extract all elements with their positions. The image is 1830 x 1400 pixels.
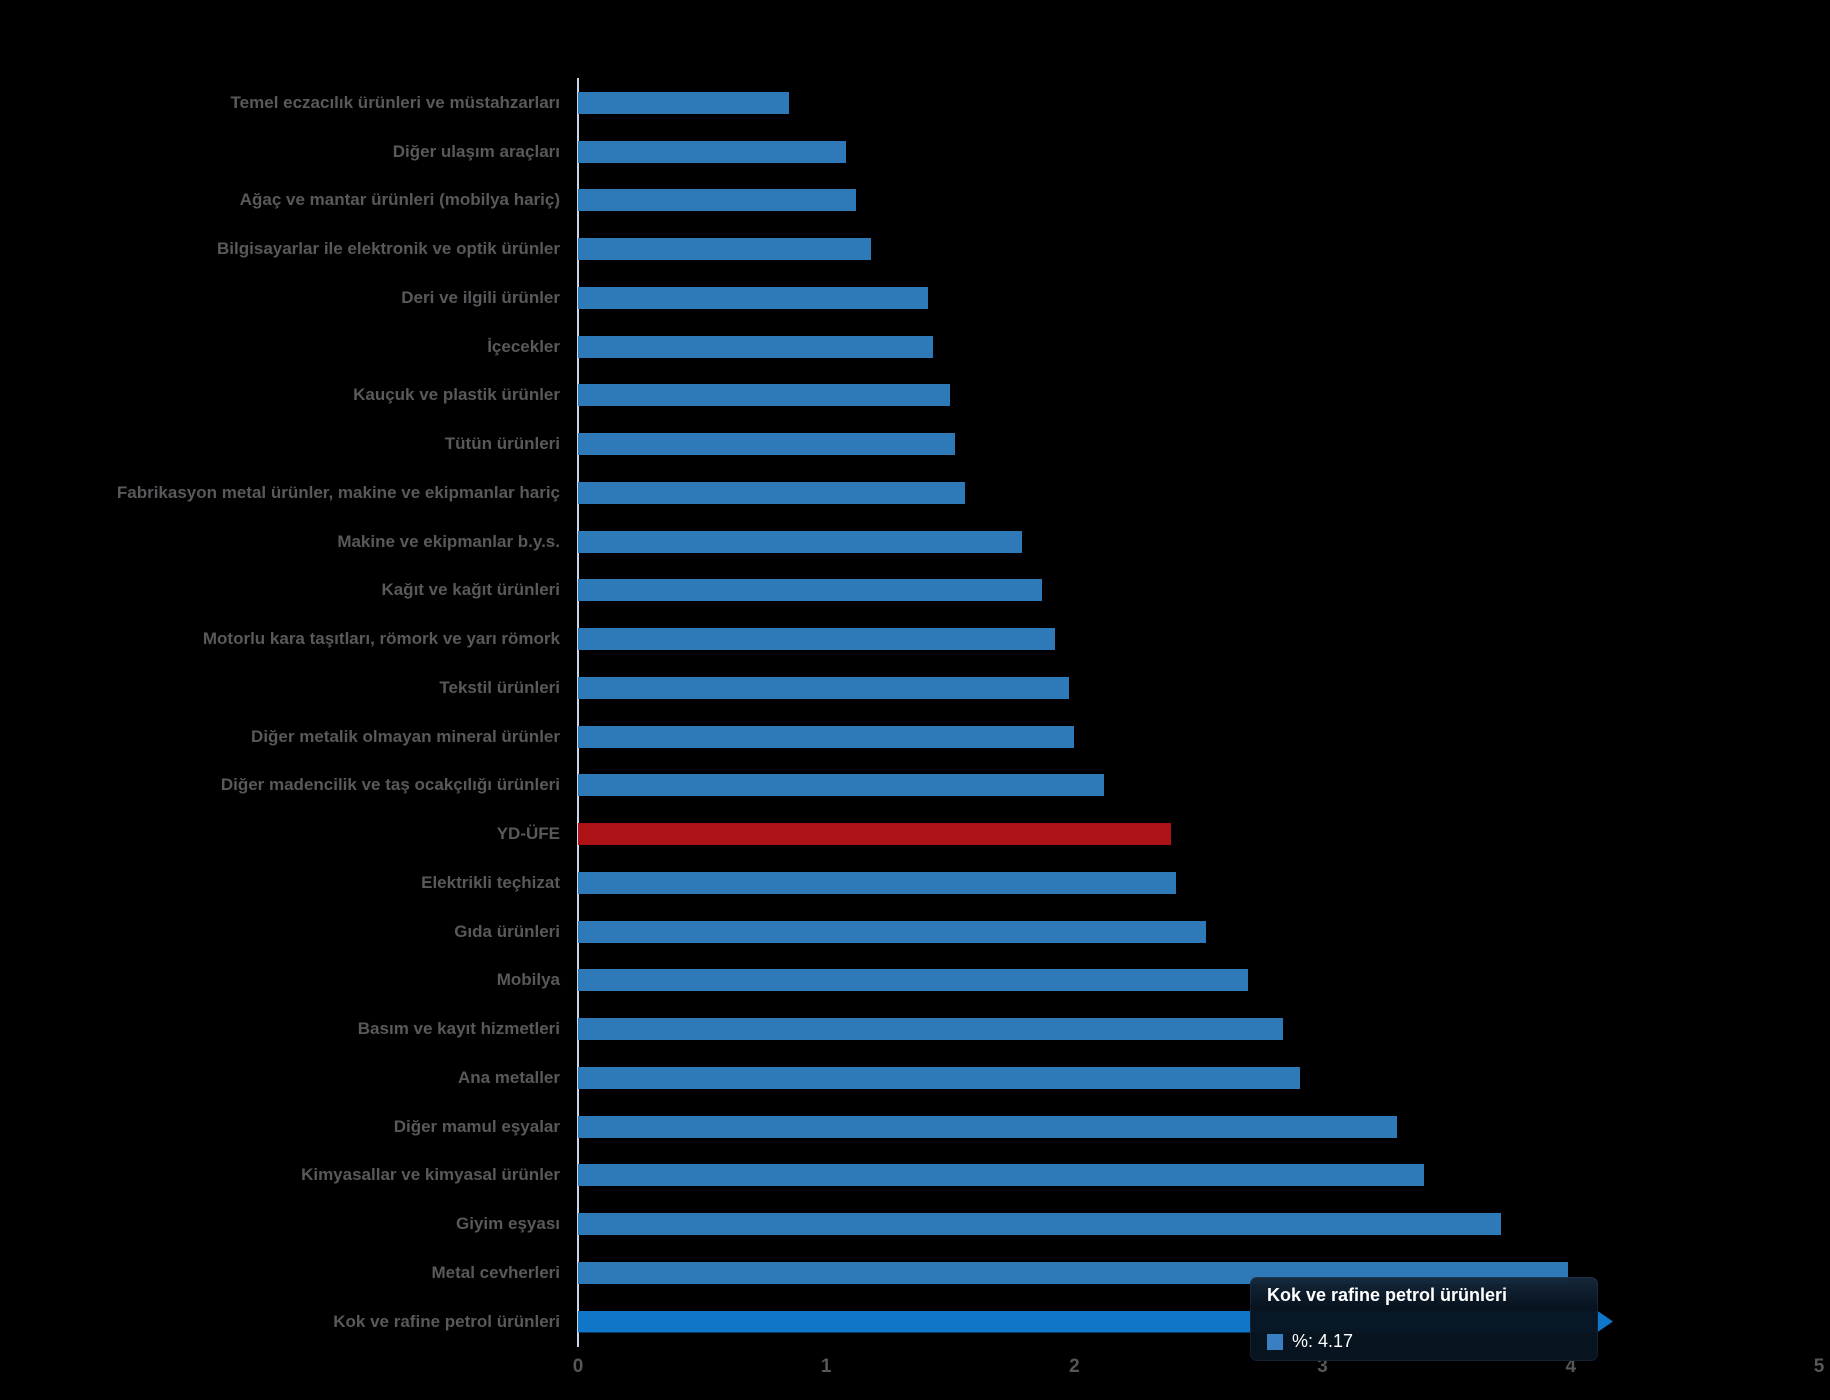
bar[interactable]	[578, 335, 933, 358]
tooltip-value: %: 4.17	[1292, 1331, 1354, 1351]
category-label: Deri ve ilgili ürünler	[401, 287, 560, 307]
x-tick-label: 5	[1813, 1356, 1825, 1377]
category-label: İçecekler	[487, 336, 560, 356]
bar[interactable]	[578, 628, 1055, 651]
bar-yd-ufe[interactable]	[578, 823, 1172, 846]
x-tick-label: 2	[1069, 1356, 1080, 1377]
category-label: Kağıt ve kağıt ürünleri	[381, 580, 560, 600]
bar[interactable]	[578, 384, 951, 407]
category-label: Makine ve ekipmanlar b.y.s.	[337, 531, 560, 551]
category-label: YD-ÜFE	[496, 824, 560, 844]
category-label: Diğer mamul eşyalar	[393, 1116, 560, 1136]
bar[interactable]	[578, 579, 1043, 602]
bar[interactable]	[578, 871, 1177, 894]
category-label: Tütün ürünleri	[444, 434, 560, 454]
bar[interactable]	[578, 1018, 1283, 1041]
category-label: Ana metaller	[457, 1067, 560, 1087]
tooltip-title: Kok ve rafine petrol ürünleri	[1267, 1285, 1508, 1305]
x-tick-label: 0	[572, 1356, 584, 1377]
bar[interactable]	[578, 774, 1105, 797]
category-label: Tekstil ürünleri	[439, 677, 560, 697]
category-label: Motorlu kara taşıtları, römork ve yarı r…	[202, 629, 560, 649]
tooltip: Kok ve rafine petrol ürünleri %: 4.17	[1250, 1277, 1598, 1361]
bar[interactable]	[578, 238, 871, 261]
category-label: Elektrikli teçhizat	[421, 872, 560, 892]
x-tick-label: 1	[820, 1356, 832, 1377]
bar[interactable]	[578, 433, 956, 456]
category-label: Diğer metalik olmayan mineral ürünler	[251, 726, 560, 746]
tooltip-value-row: %: 4.17	[1267, 1331, 1353, 1352]
category-label: Fabrikasyon metal ürünler, makine ve eki…	[116, 482, 560, 502]
bar[interactable]	[578, 481, 966, 504]
category-label: Gıda ürünleri	[454, 921, 560, 941]
category-label: Mobilya	[496, 970, 560, 990]
bar[interactable]	[578, 286, 928, 309]
bar[interactable]	[578, 725, 1075, 748]
category-label: Ağaç ve mantar ürünleri (mobilya hariç)	[239, 190, 560, 210]
bar[interactable]	[578, 920, 1206, 943]
bar[interactable]	[578, 1115, 1398, 1138]
y-axis-line	[577, 78, 579, 1347]
category-label: Temel eczacılık ürünleri ve müstahzarlar…	[230, 93, 560, 112]
category-label: Diğer madencilik ve taş ocakçılığı ürünl…	[220, 775, 560, 795]
category-label: Giyim eşyası	[456, 1214, 560, 1234]
bar[interactable]	[578, 92, 789, 114]
x-tick-label: 3	[1317, 1356, 1328, 1377]
category-label: Basım ve kayıt hizmetleri	[357, 1019, 560, 1039]
bar[interactable]	[578, 969, 1249, 992]
bar[interactable]	[578, 140, 847, 163]
bar[interactable]	[578, 1164, 1425, 1187]
bar[interactable]	[578, 1213, 1502, 1236]
category-label: Metal cevherleri	[431, 1262, 560, 1282]
bar[interactable]	[578, 189, 856, 212]
x-tick-label: 4	[1565, 1356, 1577, 1377]
bar[interactable]	[578, 1066, 1301, 1089]
category-label: Kauçuk ve plastik ürünler	[353, 385, 560, 405]
category-label: Kok ve rafine petrol ürünleri	[333, 1311, 560, 1331]
category-label: Diğer ulaşım araçları	[392, 141, 560, 161]
category-label: Bilgisayarlar ile elektronik ve optik ür…	[217, 239, 560, 259]
bar[interactable]	[578, 530, 1023, 553]
series-marker-icon	[1267, 1333, 1283, 1350]
category-label: Kimyasallar ve kimyasal ürünler	[301, 1165, 560, 1185]
bar[interactable]	[578, 676, 1070, 699]
